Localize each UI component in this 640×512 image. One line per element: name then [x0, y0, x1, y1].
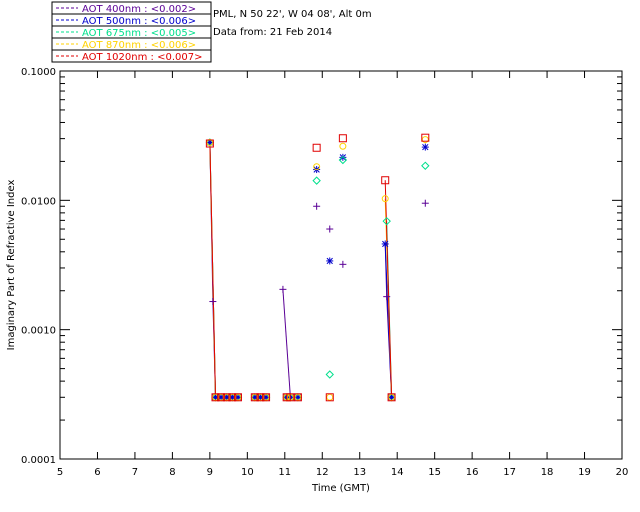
data-point-square [293, 393, 302, 402]
x-tick-label: 14 [391, 467, 404, 478]
axis-ticks: 5 6 7 8 9 10 11 12 13 14 15 16 17 18 19 20 0.0001 0.0010 0… [21, 67, 628, 478]
x-tick-label: 18 [541, 467, 554, 478]
data-point-square [387, 393, 396, 402]
series-lines [209, 142, 393, 398]
legend: AOT 400nm : <0.002>AOT 500nm : <0.006>AO… [51, 1, 212, 63]
y-tick-label: 0.1000 [21, 67, 56, 78]
data-point-plus [326, 225, 334, 233]
legend-entry-box [51, 49, 212, 63]
data-point-square [421, 133, 430, 142]
series-line [209, 143, 216, 398]
legend-label: AOT 500nm : <0.006> [82, 16, 196, 27]
data-point-circle [339, 142, 347, 150]
data-point-diamond [325, 370, 334, 379]
x-tick-label: 17 [503, 467, 516, 478]
data-point-square [211, 393, 220, 402]
data-point-square [262, 393, 271, 402]
data-point-star [381, 240, 389, 248]
data-point-plus [313, 202, 321, 210]
data-point-square [228, 393, 237, 402]
data-point-square [381, 176, 390, 185]
x-tick-label: 10 [241, 467, 254, 478]
data-point-square [256, 393, 265, 402]
x-tick-label: 13 [353, 467, 366, 478]
x-tick-label: 16 [466, 467, 479, 478]
data-point-square [222, 393, 231, 402]
data-point-diamond [338, 155, 348, 165]
y-tick-label: 0.0001 [21, 455, 56, 466]
series-line [282, 289, 291, 398]
data-point-plus [383, 293, 391, 301]
data-point-plus [421, 199, 429, 207]
date-info: Data from: 21 Feb 2014 [213, 27, 332, 38]
x-tick-label: 11 [278, 467, 291, 478]
data-point-circle [313, 163, 321, 171]
data-point-plus [209, 298, 217, 306]
data-point-circle [326, 393, 334, 401]
data-point-square [250, 393, 259, 402]
plot-frame [59, 70, 623, 460]
data-point-star [339, 153, 347, 161]
data-point-circle [381, 195, 389, 203]
x-axis-label: Time (GMT) [311, 483, 370, 494]
y-tick-label: 0.0010 [21, 326, 56, 337]
legend-label: AOT 1020nm : <0.007> [82, 52, 202, 63]
data-point-diamond [382, 216, 391, 226]
x-tick-label: 5 [57, 467, 63, 478]
data-point-square [233, 393, 242, 402]
series-line [384, 180, 393, 398]
site-info: PML, N 50 22', W 04 08', Alt 0m [213, 9, 372, 20]
series-points [205, 133, 430, 402]
data-point-diamond [421, 161, 430, 170]
x-tick-label: 20 [616, 467, 629, 478]
data-point-square [205, 139, 214, 148]
x-tick-label: 8 [169, 467, 175, 478]
x-tick-label: 6 [94, 467, 100, 478]
data-point-square [338, 134, 347, 143]
data-point-star [421, 143, 429, 151]
data-point-square [312, 143, 321, 152]
x-tick-label: 12 [316, 467, 329, 478]
x-tick-label: 7 [132, 467, 138, 478]
x-tick-label: 19 [578, 467, 591, 478]
y-axis-label: Imaginary Part of Refractive Index [6, 180, 17, 351]
data-point-square [325, 393, 334, 402]
data-point-plus [339, 260, 347, 268]
data-point-star [326, 257, 334, 265]
y-tick-label: 0.0100 [21, 196, 56, 207]
x-tick-label: 9 [207, 467, 213, 478]
legend-label: AOT 400nm : <0.002> [82, 4, 196, 15]
legend-label: AOT 870nm : <0.006> [82, 40, 196, 51]
legend-label: AOT 675nm : <0.005> [82, 28, 196, 39]
data-point-plus [279, 285, 287, 293]
data-point-diamond [312, 176, 321, 185]
data-point-square [217, 393, 226, 402]
x-tick-label: 15 [428, 467, 441, 478]
